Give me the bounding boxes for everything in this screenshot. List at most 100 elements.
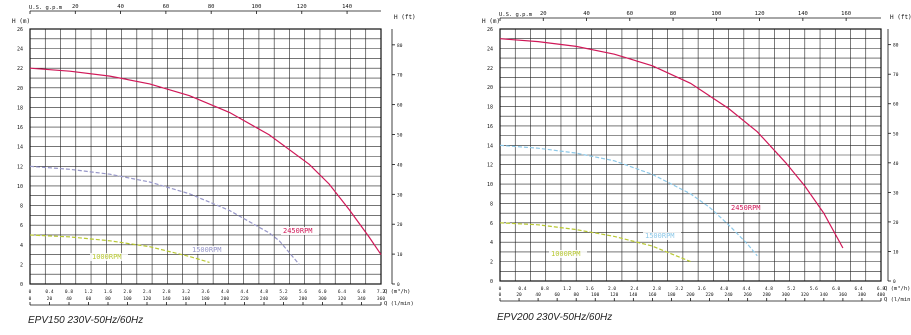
lmin-tick-label: 380 xyxy=(858,292,866,298)
gpm-tick-label: 20 xyxy=(72,4,79,10)
x-tick-label: 0 xyxy=(499,286,502,292)
x-tick-label: 1.6 xyxy=(586,286,594,292)
series-label-bg xyxy=(643,232,681,240)
x-tick-label: 2.4 xyxy=(143,289,151,295)
plot-frame xyxy=(499,28,882,282)
gpm-tick-label: 60 xyxy=(163,4,170,10)
x-tick-label: 5.6 xyxy=(810,286,818,292)
caption-right: EPV200 230V-50Hz/60Hz xyxy=(497,312,613,323)
x-tick-label: 6.4 xyxy=(855,286,863,292)
x-tick-label: 2.0 xyxy=(123,289,131,295)
ft-tick-label: 20 xyxy=(893,220,899,226)
ft-tick-label: 70 xyxy=(397,73,403,79)
ft-tick-label: 70 xyxy=(893,72,899,78)
x-tick-label: 6.4 xyxy=(338,289,346,295)
x-tick-label: 2.4 xyxy=(630,286,638,292)
series-label-2450rpm: 2450RPM xyxy=(283,227,313,235)
ft-tick-label: 80 xyxy=(893,43,899,49)
series-label-1000rpm: 1000RPM xyxy=(92,253,122,261)
lmin-tick-label: 140 xyxy=(629,292,637,298)
lmin-tick-label: 60 xyxy=(554,292,560,298)
x-tick-label: 6.8 xyxy=(877,286,885,292)
gpm-tick-label: 40 xyxy=(117,4,124,10)
ft-tick-label: 80 xyxy=(397,43,403,49)
series-label-bg xyxy=(549,250,587,258)
y-tick-label: 14 xyxy=(17,145,23,151)
series-curve-1500rpm xyxy=(499,144,758,257)
top-axis-title: U.S. g.p.m xyxy=(499,12,533,18)
x-tick-label: 4.4 xyxy=(240,289,248,295)
y-tick-label: 16 xyxy=(17,125,23,131)
ft-tick-label: 60 xyxy=(397,103,403,109)
y-tick-label: 8 xyxy=(490,201,493,207)
gpm-tick-label: 140 xyxy=(798,11,808,17)
y-tick-label: 20 xyxy=(17,86,23,92)
lmin-tick-label: 180 xyxy=(201,296,209,302)
top-axis-title: U.S. g.p.m xyxy=(29,5,63,11)
x-tick-label: 3.6 xyxy=(201,289,209,295)
lmin-tick-label: 0 xyxy=(499,292,502,298)
y-tick-label: 24 xyxy=(17,47,23,53)
x-tick-label: 1.2 xyxy=(563,286,571,292)
gpm-tick-label: 120 xyxy=(297,4,307,10)
x-axis-title: Q (m³/h) xyxy=(384,288,411,295)
ft-tick-label: 10 xyxy=(397,252,403,258)
x-tick-label: 4.4 xyxy=(742,286,750,292)
y-tick-label: 10 xyxy=(17,184,23,190)
x-tick-label: 0.4 xyxy=(45,289,53,295)
lmin-tick-label: 0 xyxy=(29,296,32,302)
y-tick-label: 2 xyxy=(490,260,493,266)
y-tick-label: 4 xyxy=(20,243,23,249)
ft-tick-label: 30 xyxy=(397,192,403,198)
y-tick-label: 12 xyxy=(487,163,493,169)
y-tick-label: 0 xyxy=(490,279,493,285)
x-tick-label: 3.2 xyxy=(675,286,683,292)
ft-tick-label: 20 xyxy=(397,222,403,228)
lmin-tick-label: 280 xyxy=(763,292,771,298)
lmin-tick-label: 200 xyxy=(686,292,694,298)
lmin-tick-label: 80 xyxy=(105,296,111,302)
y-tick-label: 16 xyxy=(487,124,493,130)
y-tick-label: 24 xyxy=(487,46,493,52)
series-label-1000rpm: 1000RPM xyxy=(551,250,581,258)
x-tick-label: 6.0 xyxy=(318,289,326,295)
y-tick-label: 22 xyxy=(17,66,23,72)
series-label-2450rpm: 2450RPM xyxy=(731,204,761,212)
lmin-tick-label: 260 xyxy=(744,292,752,298)
series-label-bg xyxy=(281,227,319,235)
y2-axis-title: H (ft) xyxy=(394,14,416,21)
y-tick-label: 6 xyxy=(20,223,23,229)
lmin-tick-label: 340 xyxy=(820,292,828,298)
lmin-tick-label: 20 xyxy=(47,296,53,302)
lmin-tick-label: 320 xyxy=(801,292,809,298)
x-tick-label: 0.4 xyxy=(518,286,526,292)
x-tick-label: 4.8 xyxy=(260,289,268,295)
ft-tick-label: 0 xyxy=(397,282,400,288)
ft-tick-label: 0 xyxy=(893,279,896,285)
y-tick-label: 12 xyxy=(17,164,23,170)
y-tick-label: 6 xyxy=(490,221,493,227)
x-tick-label: 5.6 xyxy=(299,289,307,295)
x-tick-label: 5.2 xyxy=(279,289,287,295)
x-tick-label: 7.2 xyxy=(377,289,385,295)
y-tick-label: 20 xyxy=(487,85,493,91)
y-axis-title: H (m) xyxy=(12,18,30,25)
gpm-tick-label: 80 xyxy=(670,11,677,17)
lmin-tick-label: 240 xyxy=(260,296,268,302)
gpm-tick-label: 140 xyxy=(342,4,352,10)
ft-tick-label: 50 xyxy=(397,133,403,139)
y-tick-label: 26 xyxy=(487,27,493,33)
lmin-tick-label: 300 xyxy=(782,292,790,298)
ft-tick-label: 30 xyxy=(893,190,899,196)
lmin-tick-label: 120 xyxy=(610,292,618,298)
x-axis-title: Q (m³/h) xyxy=(884,285,911,292)
lmin-tick-label: 300 xyxy=(318,296,326,302)
x-tick-label: 4.0 xyxy=(221,289,229,295)
plot-frame xyxy=(29,28,382,285)
x-tick-label: 2.8 xyxy=(653,286,661,292)
lmin-tick-label: 40 xyxy=(66,296,72,302)
